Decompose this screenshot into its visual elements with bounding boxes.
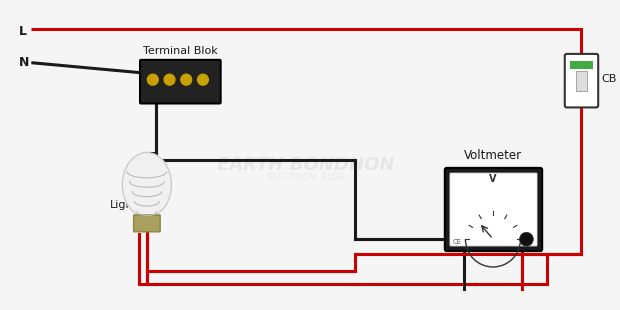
Text: L: L <box>19 24 27 38</box>
FancyBboxPatch shape <box>450 173 538 246</box>
Circle shape <box>520 232 533 246</box>
Circle shape <box>181 74 192 85</box>
Circle shape <box>148 74 158 85</box>
Text: Terminal Blok: Terminal Blok <box>143 46 218 56</box>
Text: EARTH BONDHON: EARTH BONDHON <box>218 156 395 174</box>
Circle shape <box>164 74 175 85</box>
Circle shape <box>198 74 208 85</box>
Text: CE: CE <box>453 239 462 245</box>
Text: V: V <box>489 174 497 184</box>
Bar <box>575 71 587 91</box>
Text: ELECTRICAL BLOG: ELECTRICAL BLOG <box>268 173 345 182</box>
FancyBboxPatch shape <box>140 60 221 104</box>
Bar <box>570 61 593 69</box>
Text: N: N <box>19 56 30 69</box>
Text: Light: Light <box>110 200 138 210</box>
Text: CB: CB <box>601 74 616 84</box>
FancyBboxPatch shape <box>134 215 160 232</box>
FancyBboxPatch shape <box>445 168 542 251</box>
FancyBboxPatch shape <box>565 54 598 108</box>
Text: Voltmeter: Voltmeter <box>464 149 522 162</box>
Ellipse shape <box>122 153 172 217</box>
